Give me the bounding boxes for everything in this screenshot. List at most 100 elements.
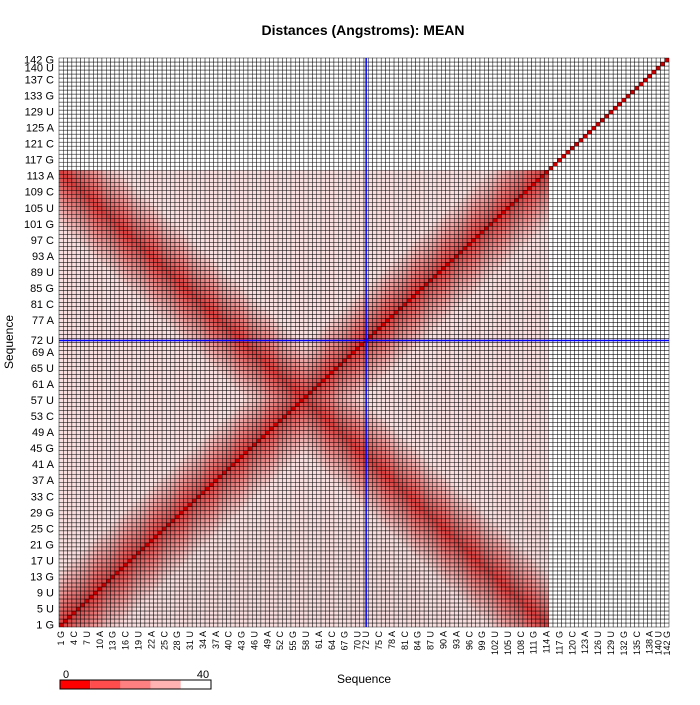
heatmap-cell — [204, 81, 210, 87]
heatmap-cell — [84, 169, 90, 175]
heatmap-cell — [88, 81, 94, 87]
heatmap-cell — [118, 141, 124, 147]
heatmap-cell — [183, 550, 189, 556]
heatmap-cell — [144, 410, 150, 415]
heatmap-cell — [157, 57, 163, 63]
heatmap-cell — [148, 462, 154, 467]
heatmap-cell — [97, 230, 103, 235]
heatmap-cell — [136, 266, 141, 271]
heatmap-cell — [170, 542, 176, 548]
heatmap-cell — [183, 105, 189, 111]
heatmap-cell — [200, 218, 206, 223]
heatmap-cell — [157, 418, 163, 423]
heatmap-cell — [71, 133, 77, 139]
heatmap-cell — [101, 89, 107, 95]
heatmap-cell — [80, 462, 86, 467]
heatmap-cell — [101, 73, 107, 79]
heatmap-cell — [144, 77, 150, 83]
heatmap-cell — [110, 250, 116, 255]
heatmap-cell — [166, 562, 171, 568]
heatmap-cell — [157, 546, 163, 552]
heatmap-cell — [174, 498, 180, 504]
heatmap-cell — [127, 454, 133, 459]
heatmap-cell — [196, 494, 201, 500]
heatmap-cell — [144, 145, 150, 151]
heatmap-cell — [106, 326, 111, 331]
heatmap-cell — [67, 202, 73, 207]
heatmap-cell — [204, 125, 210, 131]
heatmap-cell — [161, 186, 167, 191]
heatmap-cell — [136, 254, 141, 259]
heatmap-cell — [209, 622, 214, 628]
heatmap-cell — [114, 594, 120, 600]
heatmap-cell — [140, 89, 146, 95]
heatmap-cell — [144, 506, 150, 512]
heatmap-cell — [144, 426, 150, 431]
heatmap-cell — [58, 133, 64, 139]
heatmap-cell — [183, 234, 189, 239]
heatmap-cell — [136, 258, 141, 263]
heatmap-cell — [71, 582, 77, 588]
heatmap-cell — [183, 246, 189, 251]
heatmap-cell — [97, 470, 103, 475]
heatmap-cell — [110, 342, 116, 347]
heatmap-cell — [166, 81, 171, 87]
heatmap-cell — [148, 173, 154, 179]
heatmap-cell — [106, 302, 111, 307]
heatmap-cell — [136, 97, 141, 103]
heatmap-cell — [136, 226, 141, 231]
heatmap-cell — [101, 117, 107, 123]
heatmap-cell — [136, 61, 141, 67]
heatmap-cell — [170, 238, 176, 243]
heatmap-cell — [101, 169, 107, 175]
heatmap-cell — [58, 234, 64, 239]
heatmap-cell — [97, 161, 103, 167]
heatmap-cell — [67, 153, 73, 159]
heatmap-cell — [179, 418, 184, 423]
heatmap-cell — [174, 454, 180, 459]
heatmap-cell — [183, 566, 189, 572]
heatmap-cell — [63, 330, 68, 335]
heatmap-cell — [183, 426, 189, 431]
heatmap-cell — [153, 145, 159, 151]
heatmap-cell — [179, 230, 184, 235]
heatmap-cell — [97, 310, 103, 315]
heatmap-cell — [118, 494, 124, 500]
heatmap-cell — [166, 450, 171, 455]
heatmap-cell — [148, 358, 154, 363]
heatmap-cell — [179, 350, 184, 355]
heatmap-cell — [187, 398, 193, 403]
heatmap-cell — [144, 346, 150, 351]
heatmap-cell — [106, 370, 111, 375]
heatmap-cell — [136, 558, 141, 564]
heatmap-cell — [63, 466, 68, 471]
heatmap-cell — [187, 65, 193, 71]
heatmap-cell — [148, 522, 154, 528]
heatmap-cell — [123, 246, 128, 251]
heatmap-cell — [196, 378, 201, 383]
heatmap-cell — [144, 161, 150, 167]
heatmap-cell — [93, 85, 98, 91]
heatmap-cell — [71, 278, 77, 283]
heatmap-cell — [75, 402, 81, 407]
heatmap-cell — [75, 194, 81, 199]
heatmap-cell — [118, 129, 124, 135]
heatmap-cell — [183, 101, 189, 107]
heatmap-cell — [71, 450, 77, 455]
heatmap-cell — [196, 230, 201, 235]
heatmap-cell — [88, 145, 94, 151]
heatmap-cell — [148, 226, 154, 231]
heatmap-cell — [204, 594, 210, 600]
heatmap-cell — [170, 450, 176, 455]
heatmap-cell — [183, 510, 189, 516]
heatmap-cell — [80, 510, 86, 516]
heatmap-cell — [136, 618, 141, 624]
heatmap-cell — [131, 69, 137, 75]
heatmap-cell — [114, 582, 120, 588]
heatmap-cell — [161, 77, 167, 83]
heatmap-cell — [183, 145, 189, 151]
heatmap-cell — [196, 502, 201, 508]
heatmap-cell — [101, 350, 107, 355]
heatmap-cell — [131, 238, 137, 243]
heatmap-cell — [88, 186, 94, 191]
